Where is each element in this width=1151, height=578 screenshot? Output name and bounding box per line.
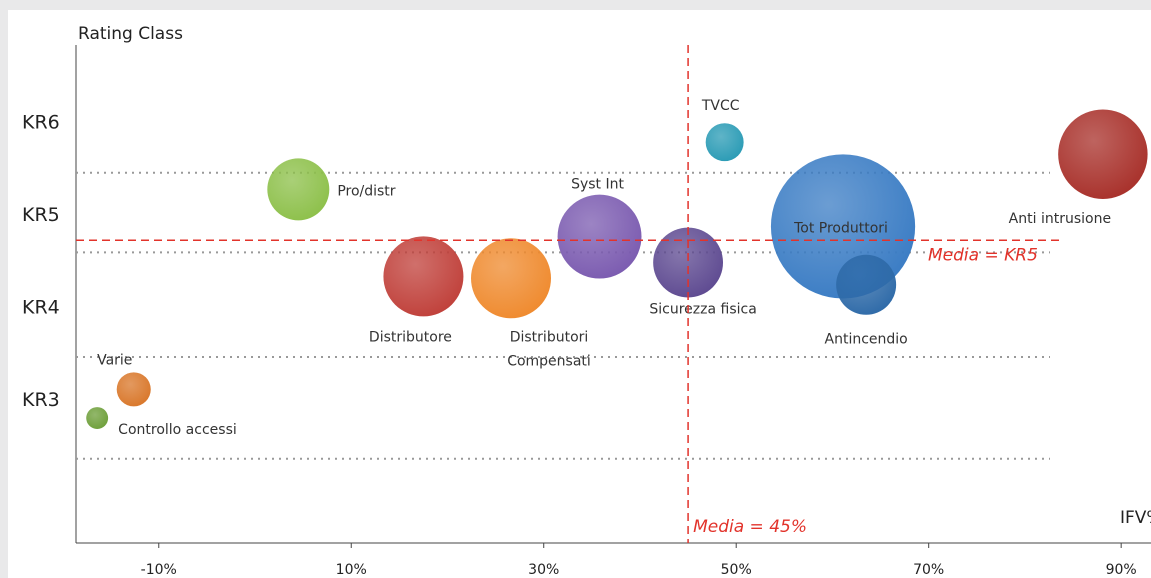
y-tick-label: KR5: [22, 204, 60, 226]
bubble-label: Tot Produttori: [793, 220, 888, 236]
x-tick-label: 50%: [721, 562, 752, 578]
bubble-label: TVCC: [701, 98, 740, 114]
x-tick-label: 10%: [336, 562, 367, 578]
bubble-label: Varie: [97, 352, 132, 368]
bubble: [267, 158, 330, 221]
bubble: [705, 123, 744, 162]
bubble-label: Antincendio: [825, 332, 908, 348]
bubble: [557, 194, 642, 279]
bubble: [653, 227, 724, 298]
bubble-label: Distributori Compensati: [507, 329, 591, 369]
bubble-label: Controllo accessi: [118, 422, 237, 438]
x-axis-title: IFV%: [1120, 508, 1151, 528]
bubble: [86, 407, 109, 429]
mean-label-x: Media = 45%: [693, 517, 807, 537]
bubble-label: Syst Int: [571, 177, 624, 193]
y-axis-title: Rating Class: [78, 24, 183, 44]
x-tick-label: 90%: [1106, 562, 1137, 578]
bubble-label: Pro/distr: [337, 183, 395, 199]
bubble-label: Sicurezza fisica: [649, 302, 756, 318]
bubble: [383, 236, 464, 317]
x-tick-label: 30%: [528, 562, 559, 578]
x-tick-label: 70%: [913, 562, 944, 578]
bubble-label: Distributore: [369, 329, 452, 345]
y-tick-label: KR6: [22, 111, 60, 133]
panel: [8, 10, 1151, 578]
bubble: [116, 372, 151, 407]
x-tick-label: -10%: [141, 562, 177, 578]
mean-label-y: Media = KR5: [928, 245, 1038, 265]
bubble-label: Anti intrusione: [1009, 211, 1111, 227]
bubble: [471, 238, 552, 319]
y-tick-label: KR3: [22, 389, 60, 411]
y-tick-label: KR4: [22, 296, 60, 318]
bubble: [836, 254, 897, 315]
bubble: [1058, 109, 1148, 199]
